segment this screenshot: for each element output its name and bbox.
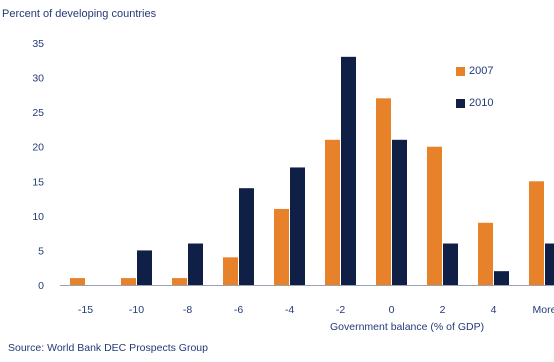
legend-swatch-2007 <box>456 66 465 76</box>
y-tick-label: 25 <box>32 107 44 119</box>
bar-2007--4 <box>274 208 289 285</box>
legend: 2007 2010 <box>456 62 493 126</box>
x-axis: -15 -10 -8 -6 -4 -2 0 2 4 More <box>60 285 554 316</box>
x-tick-label: -15 <box>78 304 93 316</box>
bar-2007-4 <box>478 222 493 285</box>
legend-swatch-2010 <box>456 98 465 108</box>
x-tick-label: -4 <box>285 304 294 316</box>
x-tick-label: -6 <box>234 304 243 316</box>
bar-2010--8 <box>188 243 203 285</box>
y-tick-label: 5 <box>38 245 44 257</box>
y-axis-title: Percent of developing countries <box>2 8 157 20</box>
y-tick-label: 30 <box>32 73 44 85</box>
y-axis: 0 5 10 15 20 25 30 35 <box>32 38 44 292</box>
x-tick-label: More <box>533 304 554 316</box>
bar-2007-More <box>529 181 544 285</box>
x-tick-label: 0 <box>389 304 395 316</box>
bar-2010-More <box>545 243 554 285</box>
source-note: Source: World Bank DEC Prospects Group <box>8 342 208 354</box>
bar-2007--10 <box>121 278 136 285</box>
x-tick-label: -2 <box>336 304 345 316</box>
x-axis-title: Government balance (% of GDP) <box>330 321 485 333</box>
bar-2010-2 <box>443 243 458 285</box>
bar-2010--10 <box>137 250 152 285</box>
x-tick-label: -10 <box>129 304 144 316</box>
bar-2010--2 <box>341 56 356 286</box>
y-tick-label: 20 <box>32 142 44 154</box>
bars <box>70 56 554 286</box>
legend-label-2010: 2010 <box>469 97 494 109</box>
bar-2007--6 <box>223 257 238 285</box>
y-tick-label: 15 <box>32 176 44 188</box>
bar-2010--6 <box>239 188 254 285</box>
bar-2010-4 <box>494 271 509 285</box>
x-tick-label: -8 <box>183 304 192 316</box>
bar-2007--15 <box>70 278 85 285</box>
legend-item-2010: 2010 <box>456 94 493 112</box>
y-tick-label: 35 <box>32 38 44 50</box>
y-tick-label: 0 <box>38 280 44 292</box>
bar-2010--4 <box>290 167 305 285</box>
y-tick-label: 10 <box>32 211 44 223</box>
bar-2007--8 <box>172 278 187 285</box>
x-tick-label: 4 <box>491 304 497 316</box>
x-tick-label: 2 <box>440 304 446 316</box>
legend-item-2007: 2007 <box>456 62 493 80</box>
bar-2007-2 <box>427 146 442 285</box>
bar-2007-0 <box>376 98 391 285</box>
bar-2010-0 <box>392 139 407 285</box>
bar-2007--2 <box>325 139 340 285</box>
legend-label-2007: 2007 <box>469 65 494 77</box>
